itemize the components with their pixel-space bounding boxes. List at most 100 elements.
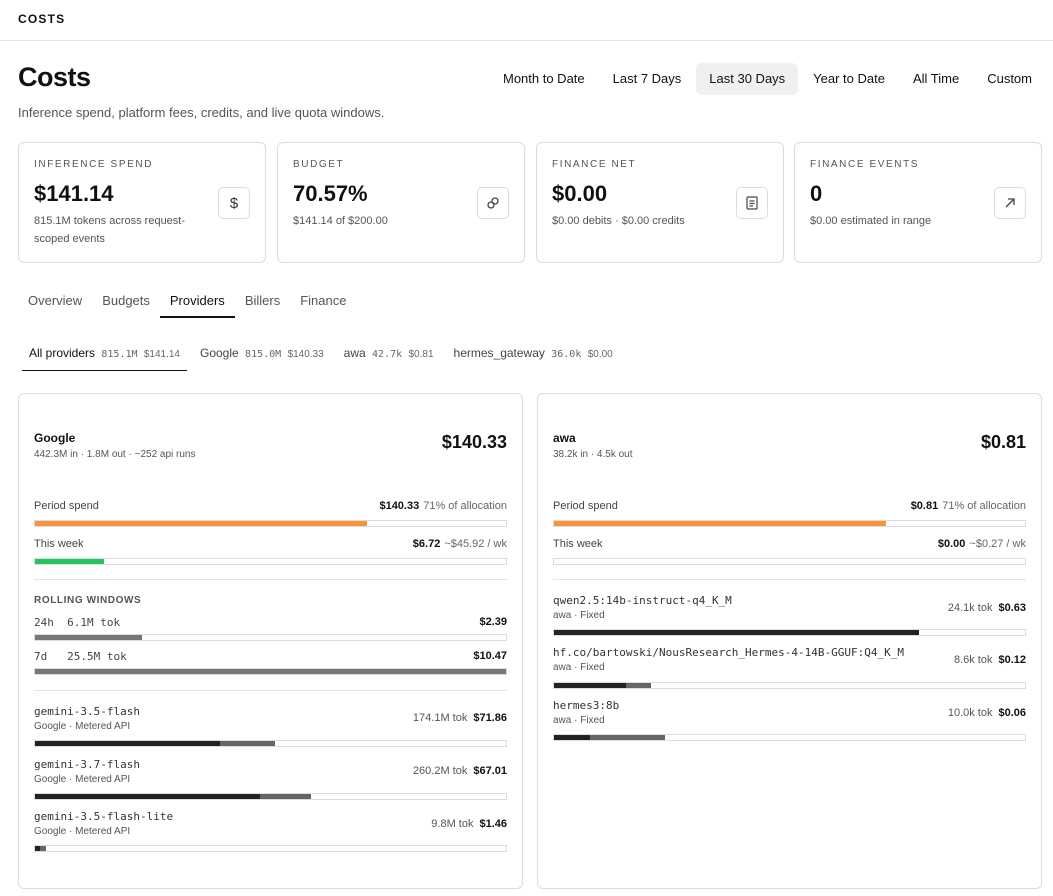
range-tab-last-7-days[interactable]: Last 7 Days (612, 71, 682, 86)
period-spend-amount: $140.33 (379, 500, 420, 512)
model-bar-primary (35, 741, 220, 746)
this-week-bar (553, 558, 1026, 565)
provider-tab-tokens: 36.0k (551, 349, 582, 360)
provider-tab-amount: $140.33 (287, 349, 324, 360)
stat-subtext: $141.14 of $200.00 (293, 215, 388, 227)
provider-name: awa (553, 431, 576, 445)
model-bar-secondary (219, 741, 276, 746)
this-week-label: This week (34, 538, 84, 550)
this-week-note: ~$0.27 / wk (969, 538, 1026, 550)
this-week-value: $6.72 ~$45.92 / wk (413, 538, 507, 550)
divider (34, 579, 507, 580)
model-bar (34, 793, 507, 800)
provider-tab-amount: $0.81 (408, 349, 434, 360)
model-amount: $67.01 (473, 765, 507, 777)
dollar-icon[interactable]: $ (218, 187, 250, 219)
model-bar-secondary (40, 846, 46, 851)
app-title: COSTS (18, 12, 66, 26)
stat-card-finance-net: FINANCE NET $0.00 $0.00 debits · $0.00 c… (536, 142, 784, 263)
stat-card-finance-events: FINANCE EVENTS 0 $0.00 estimated in rang… (794, 142, 1042, 263)
provider-card-google: Google 442.3M in · 1.8M out · ~252 api r… (18, 393, 523, 889)
provider-meta: 38.2k in · 4.5k out (553, 449, 633, 460)
provider-tab-label: hermes_gateway (453, 346, 545, 360)
provider-tab-tokens: 42.7k (372, 349, 403, 360)
date-range-tabs: Month to Date Last 7 Days Last 30 Days Y… (490, 63, 1045, 95)
model-meta: awa · Fixed (553, 610, 605, 621)
range-tab-last-30-days[interactable]: Last 30 Days (696, 63, 799, 95)
this-week-bar (34, 558, 507, 565)
provider-tab-hermes-gateway[interactable]: hermes_gateway 36.0k $0.00 (447, 342, 620, 371)
model-tokens: 260.2M tok (412, 765, 468, 777)
period-spend-amount: $0.81 (910, 500, 939, 512)
rolling-window-24h: 24h 6.1M tok (34, 616, 120, 629)
model-meta: awa · Fixed (553, 662, 605, 673)
stat-subtext: $0.00 debits · $0.00 credits (552, 215, 685, 227)
period-spend-fill (35, 521, 368, 526)
this-week-amount: $6.72 (412, 538, 441, 550)
document-icon[interactable] (736, 187, 768, 219)
model-amount: $0.06 (998, 707, 1026, 719)
stat-label: FINANCE EVENTS (810, 159, 920, 170)
stat-card-budget: BUDGET 70.57% $141.14 of $200.00 (277, 142, 525, 263)
tab-overview[interactable]: Overview (28, 293, 83, 308)
range-tab-all-time[interactable]: All Time (912, 71, 960, 86)
arrow-up-right-icon[interactable] (994, 187, 1026, 219)
top-bar: COSTS (0, 0, 1053, 41)
model-bar-secondary (260, 794, 311, 799)
model-tokens: 9.8M tok (431, 818, 474, 830)
provider-filter-tabs: All providers 815.1M $141.14 Google 815.… (22, 342, 626, 371)
provider-tab-amount: $0.00 (587, 349, 613, 360)
provider-tab-awa[interactable]: awa 42.7k $0.81 (337, 342, 441, 371)
stat-label: BUDGET (293, 159, 345, 170)
provider-meta: 442.3M in · 1.8M out · ~252 api runs (34, 449, 196, 460)
period-spend-value: $0.81 71% of allocation (911, 500, 1026, 512)
model-bar (34, 845, 507, 852)
provider-total: $140.33 (441, 432, 507, 452)
period-spend-bar (553, 520, 1026, 527)
model-meta: Google · Metered API (34, 826, 131, 837)
model-bar-primary (35, 846, 41, 851)
provider-name: Google (34, 431, 76, 445)
rolling-tokens: 25.5M tok (67, 650, 127, 663)
model-bar-secondary (589, 735, 666, 740)
period-spend-note: 71% of allocation (423, 500, 507, 512)
rolling-fill (35, 635, 143, 640)
provider-tab-google[interactable]: Google 815.0M $140.33 (193, 342, 331, 371)
model-name: hermes3:8b (553, 699, 620, 712)
stat-subtext: 815.1M tokens across request-scoped even… (34, 215, 186, 245)
model-amount: $1.46 (479, 818, 507, 830)
model-usage: 260.2M tok $67.01 (413, 765, 507, 777)
model-bar (553, 629, 1026, 636)
range-tab-custom[interactable]: Custom (987, 71, 1032, 86)
rolling-period: 7d (34, 650, 48, 663)
rolling-amount: $2.39 (479, 616, 507, 628)
rolling-fill (35, 669, 506, 674)
provider-tab-amount: $141.14 (143, 349, 180, 360)
rolling-period: 24h (34, 616, 54, 629)
tab-providers[interactable]: Providers (159, 288, 235, 318)
period-spend-fill (554, 521, 887, 526)
provider-tab-label: All providers (29, 346, 96, 360)
model-amount: $71.86 (473, 712, 507, 724)
model-meta: Google · Metered API (34, 721, 131, 732)
model-tokens: 10.0k tok (947, 707, 993, 719)
tab-budgets[interactable]: Budgets (102, 293, 150, 308)
model-meta: Google · Metered API (34, 774, 131, 785)
model-name: gemini-3.7-flash (34, 758, 140, 771)
rolling-tokens: 6.1M tok (67, 616, 121, 629)
tab-billers[interactable]: Billers (244, 293, 281, 308)
rolling-window-7d: 7d 25.5M tok (34, 650, 127, 663)
model-usage: 10.0k tok $0.06 (948, 707, 1026, 719)
model-bar (553, 682, 1026, 689)
range-tab-month-to-date[interactable]: Month to Date (502, 71, 585, 86)
tab-finance[interactable]: Finance (300, 293, 347, 308)
model-usage: 9.8M tok $1.46 (431, 818, 507, 830)
period-spend-label: Period spend (553, 500, 618, 512)
provider-tab-all[interactable]: All providers 815.1M $141.14 (22, 342, 187, 371)
divider (553, 579, 1026, 580)
model-amount: $0.63 (998, 602, 1026, 614)
rolling-bar-7d (34, 668, 507, 675)
stat-value: $0.00 (552, 181, 608, 206)
range-tab-year-to-date[interactable]: Year to Date (813, 71, 885, 86)
link-icon[interactable] (477, 187, 509, 219)
